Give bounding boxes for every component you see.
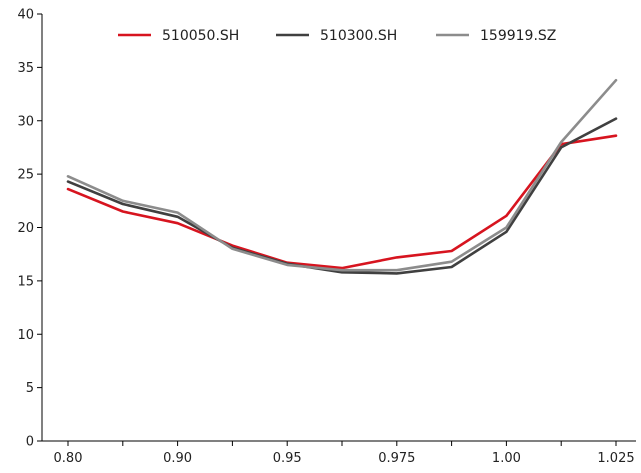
x-tick-label: 0.90	[163, 451, 192, 466]
y-tick-label: 35	[17, 61, 34, 76]
legend: 510050.SH 510300.SH 159919.SZ	[118, 28, 556, 44]
y-tick-label: 10	[17, 328, 34, 343]
x-tick-label: 0.95	[273, 451, 302, 466]
x-tick-label: 1.025	[597, 451, 634, 466]
legend-label: 510050.SH	[162, 28, 239, 44]
series-line-510300.SH	[66, 117, 618, 275]
legend-label: 510300.SH	[320, 28, 397, 44]
y-tick-label: 20	[17, 221, 34, 236]
axes: 0 5 10 15 20 25 30 35 40 0.80 0.90 0.95 0.975 1.00 1.0…	[17, 8, 636, 466]
x-tick-label: 0.975	[378, 451, 415, 466]
y-tick-label: 40	[17, 8, 34, 23]
y-tick-label: 0	[26, 435, 34, 450]
y-tick-label: 25	[17, 168, 34, 183]
y-tick-label: 5	[26, 381, 34, 396]
x-tick-label: 1.00	[492, 451, 521, 466]
series-line-510050.SH	[66, 134, 618, 270]
y-tick-label: 30	[17, 114, 34, 129]
legend-label: 159919.SZ	[480, 28, 556, 44]
y-tick-label: 15	[17, 274, 34, 289]
series-lines	[66, 78, 618, 275]
series-line-159919.SZ	[66, 78, 618, 272]
x-tick-label: 0.80	[54, 451, 83, 466]
